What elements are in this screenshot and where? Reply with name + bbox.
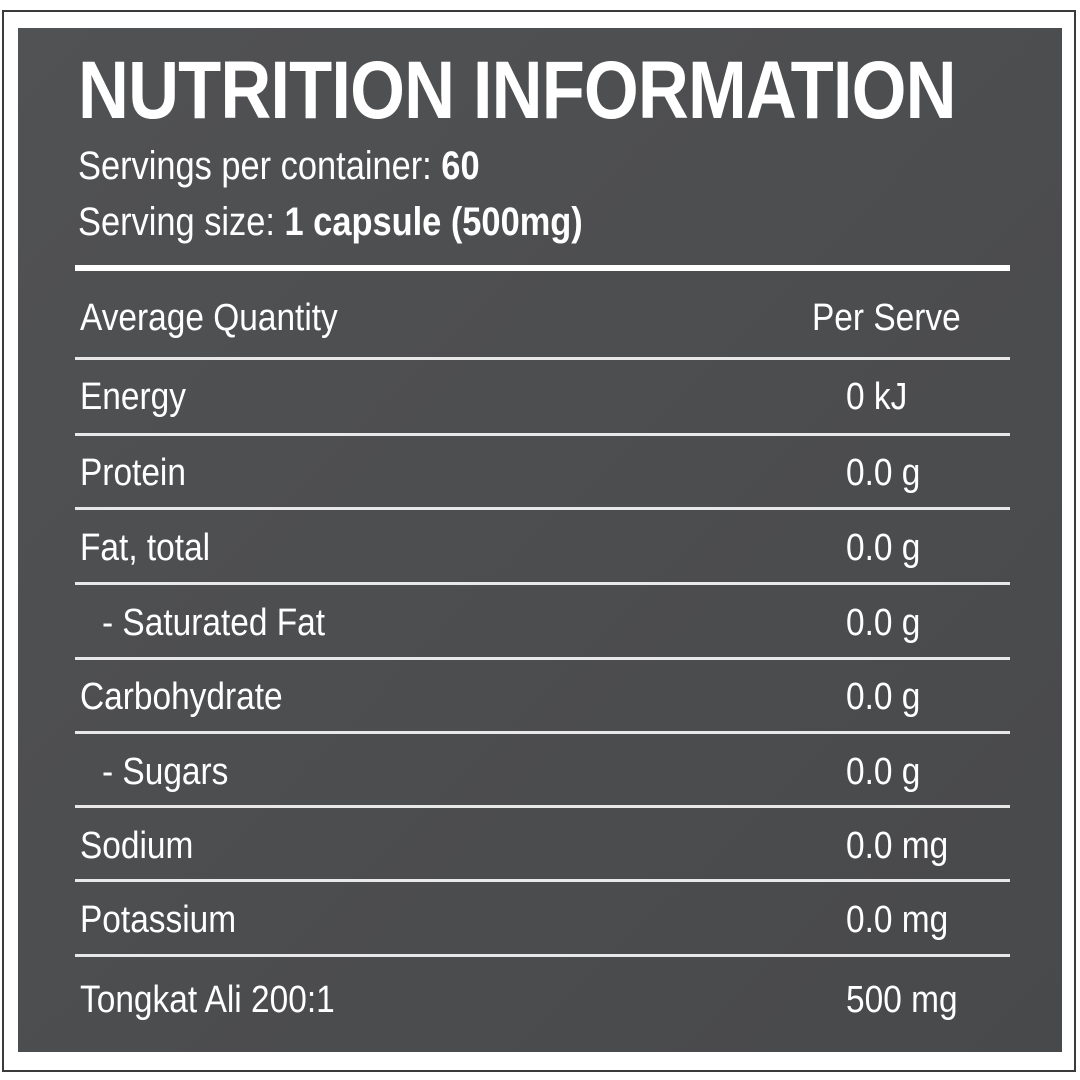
table-row: - Saturated Fat 0.0 g	[80, 593, 1010, 653]
label-border	[2, 10, 1076, 1072]
row-divider	[75, 805, 1010, 808]
nutrient-value: 0.0 g	[846, 602, 921, 644]
table-row: Sodium 0.0 mg	[80, 816, 1010, 876]
nutrient-name: - Saturated Fat	[102, 602, 326, 644]
serving-size-label: Serving size:	[78, 200, 275, 244]
table-row: - Sugars 0.0 g	[80, 742, 1010, 802]
nutrient-value: 0.0 g	[846, 452, 921, 494]
header-value: Per Serve	[812, 297, 961, 339]
nutrient-name: Sodium	[80, 825, 194, 867]
nutrient-value: 0 kJ	[846, 376, 908, 418]
nutrient-name: Tongkat Ali 200:1	[80, 979, 335, 1021]
header-name: Average Quantity	[80, 297, 338, 339]
table-row: Potassium 0.0 mg	[80, 890, 1010, 950]
table-row: Tongkat Ali 200:1 500 mg	[80, 970, 1010, 1030]
nutrient-value: 0.0 mg	[846, 825, 949, 867]
table-row: Energy 0 kJ	[80, 367, 1010, 427]
page-title: NUTRITION INFORMATION	[78, 45, 957, 136]
serving-size-value: 1 capsule (500mg)	[284, 200, 583, 244]
servings-label: Servings per container:	[78, 144, 432, 188]
nutrient-name: Energy	[80, 376, 186, 418]
row-divider	[75, 879, 1010, 882]
nutrient-name: Fat, total	[80, 527, 211, 569]
servings-per-container: Servings per container: 60	[78, 144, 480, 189]
nutrient-name: Carbohydrate	[80, 676, 283, 718]
table-row: Fat, total 0.0 g	[80, 518, 1010, 578]
row-divider	[75, 433, 1010, 436]
row-divider	[75, 954, 1010, 957]
table-row: Protein 0.0 g	[80, 443, 1010, 503]
nutrient-value: 0.0 g	[846, 527, 921, 569]
table-header: Average Quantity Per Serve	[80, 288, 1010, 348]
nutrient-value: 0.0 g	[846, 751, 921, 793]
table-row: Carbohydrate 0.0 g	[80, 667, 1010, 727]
servings-value: 60	[441, 144, 480, 188]
serving-size: Serving size: 1 capsule (500mg)	[78, 200, 583, 245]
nutrient-value: 0.0 mg	[846, 899, 949, 941]
nutrient-name: - Sugars	[102, 751, 229, 793]
nutrient-name: Potassium	[80, 899, 237, 941]
divider-thick	[75, 265, 1010, 271]
row-divider	[75, 507, 1010, 510]
row-divider	[75, 731, 1010, 734]
nutrient-value: 0.0 g	[846, 676, 921, 718]
row-divider	[75, 657, 1010, 660]
row-divider	[75, 357, 1010, 360]
nutrient-name: Protein	[80, 452, 186, 494]
nutrient-value: 500 mg	[846, 979, 958, 1021]
row-divider	[75, 582, 1010, 585]
